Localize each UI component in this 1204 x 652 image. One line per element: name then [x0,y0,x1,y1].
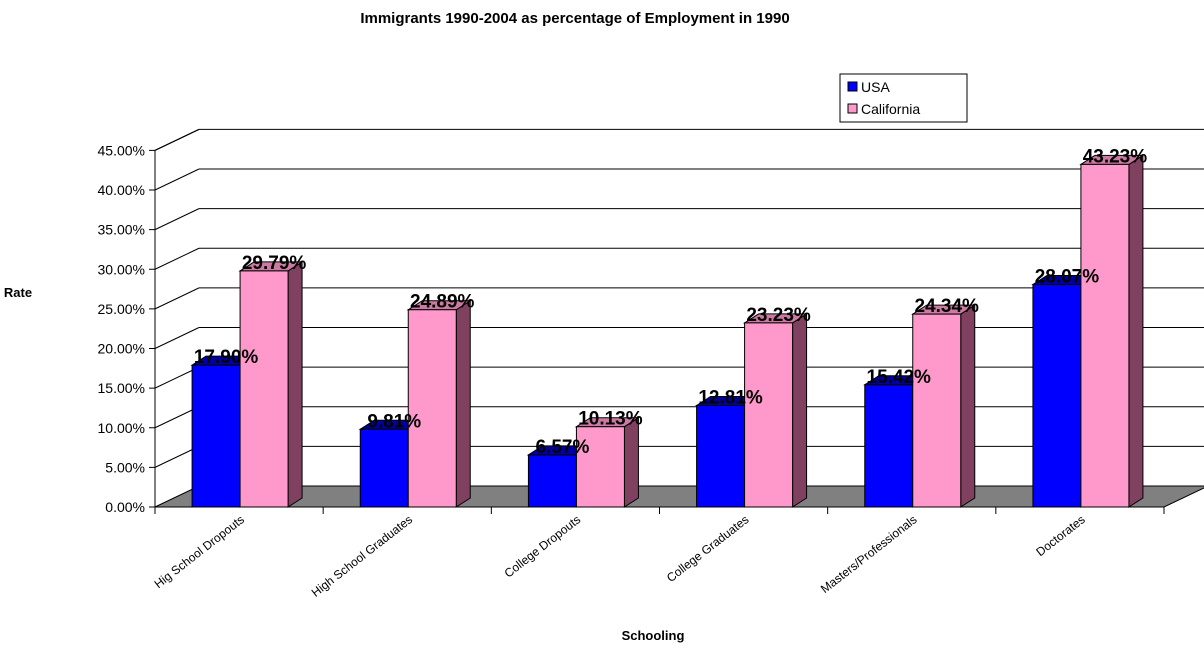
bar-usa [191,364,241,508]
data-labels: 17.90% 29.79% 9.81% 24.89% 6.57% 10.13% 12.81%… [194,146,1147,458]
gridline-side [154,247,200,270]
gridline-side [154,287,200,310]
data-label: 10.13% [578,409,643,430]
bar-california [912,313,962,508]
y-axis-title: Rate [4,285,32,300]
gridline-side [154,327,200,349]
bar-california-side [287,260,303,508]
x-axis: Hig School Dropouts High School Graduates… [152,506,1165,600]
y-tick-label: 40.00% [98,182,145,198]
y-tick-label: 45.00% [98,142,145,158]
data-label: 28.07% [1035,267,1100,288]
x-tick-label: High School Graduates [309,512,415,599]
data-label: 9.81% [367,411,421,432]
y-tick-label: 30.00% [98,261,145,277]
bar-california [1080,163,1130,508]
data-label: 17.90% [194,347,259,368]
x-tick-label: Hig School Dropouts [152,512,247,591]
bars [190,154,1145,508]
data-label: 29.79% [242,253,307,274]
bar-usa [1032,284,1082,508]
data-label: 24.89% [410,292,475,313]
gridline-side [154,168,200,191]
bar-california-side [455,299,471,508]
legend-swatch-usa [847,81,858,92]
bar-california-side [1128,154,1144,508]
bar-california [239,270,289,508]
x-tick-label: College Dropouts [502,512,584,580]
x-tick-label: Masters/Professionals [818,512,920,596]
x-tick-label: Doctorates [1033,512,1087,559]
bar-usa [696,404,746,508]
data-label: 12.81% [698,387,763,408]
gridline-side [154,128,200,151]
bar-california [744,322,794,508]
data-label: 6.57% [535,437,589,458]
bar-usa [527,454,577,508]
chart-title: Immigrants 1990-2004 as percentage of Em… [360,10,789,27]
bar-usa [359,428,409,508]
y-tick-label: 5.00% [105,459,145,475]
data-label: 15.42% [867,367,932,388]
y-tick-label: 10.00% [98,420,145,436]
y-axis: 0.00% 5.00% 10.00% 15.00% 20.00% 25.00% 30.00%… [98,142,156,515]
bar-california-side [960,304,976,508]
bar-california [407,309,457,508]
legend-swatch-california [847,103,858,114]
x-tick-label: College Graduates [664,512,751,585]
bar-california-side [623,416,639,508]
legend-label-usa: USA [861,79,890,95]
legend-label-california: California [861,101,920,117]
y-tick-label: 20.00% [98,341,145,357]
bar-usa [864,384,914,508]
data-label: 24.34% [915,296,980,317]
x-axis-title: Schooling [622,628,685,643]
y-tick-label: 15.00% [98,380,145,396]
bar-california-side [792,312,808,508]
y-tick-label: 0.00% [105,499,145,515]
y-tick-label: 35.00% [98,222,145,238]
data-label: 43.23% [1083,146,1148,167]
gridline-side [154,208,200,231]
bar-california [575,426,625,508]
y-tick-label: 25.00% [98,301,145,317]
legend: USA California [839,73,968,123]
legend-box [839,73,968,123]
data-label: 23.23% [746,305,811,326]
